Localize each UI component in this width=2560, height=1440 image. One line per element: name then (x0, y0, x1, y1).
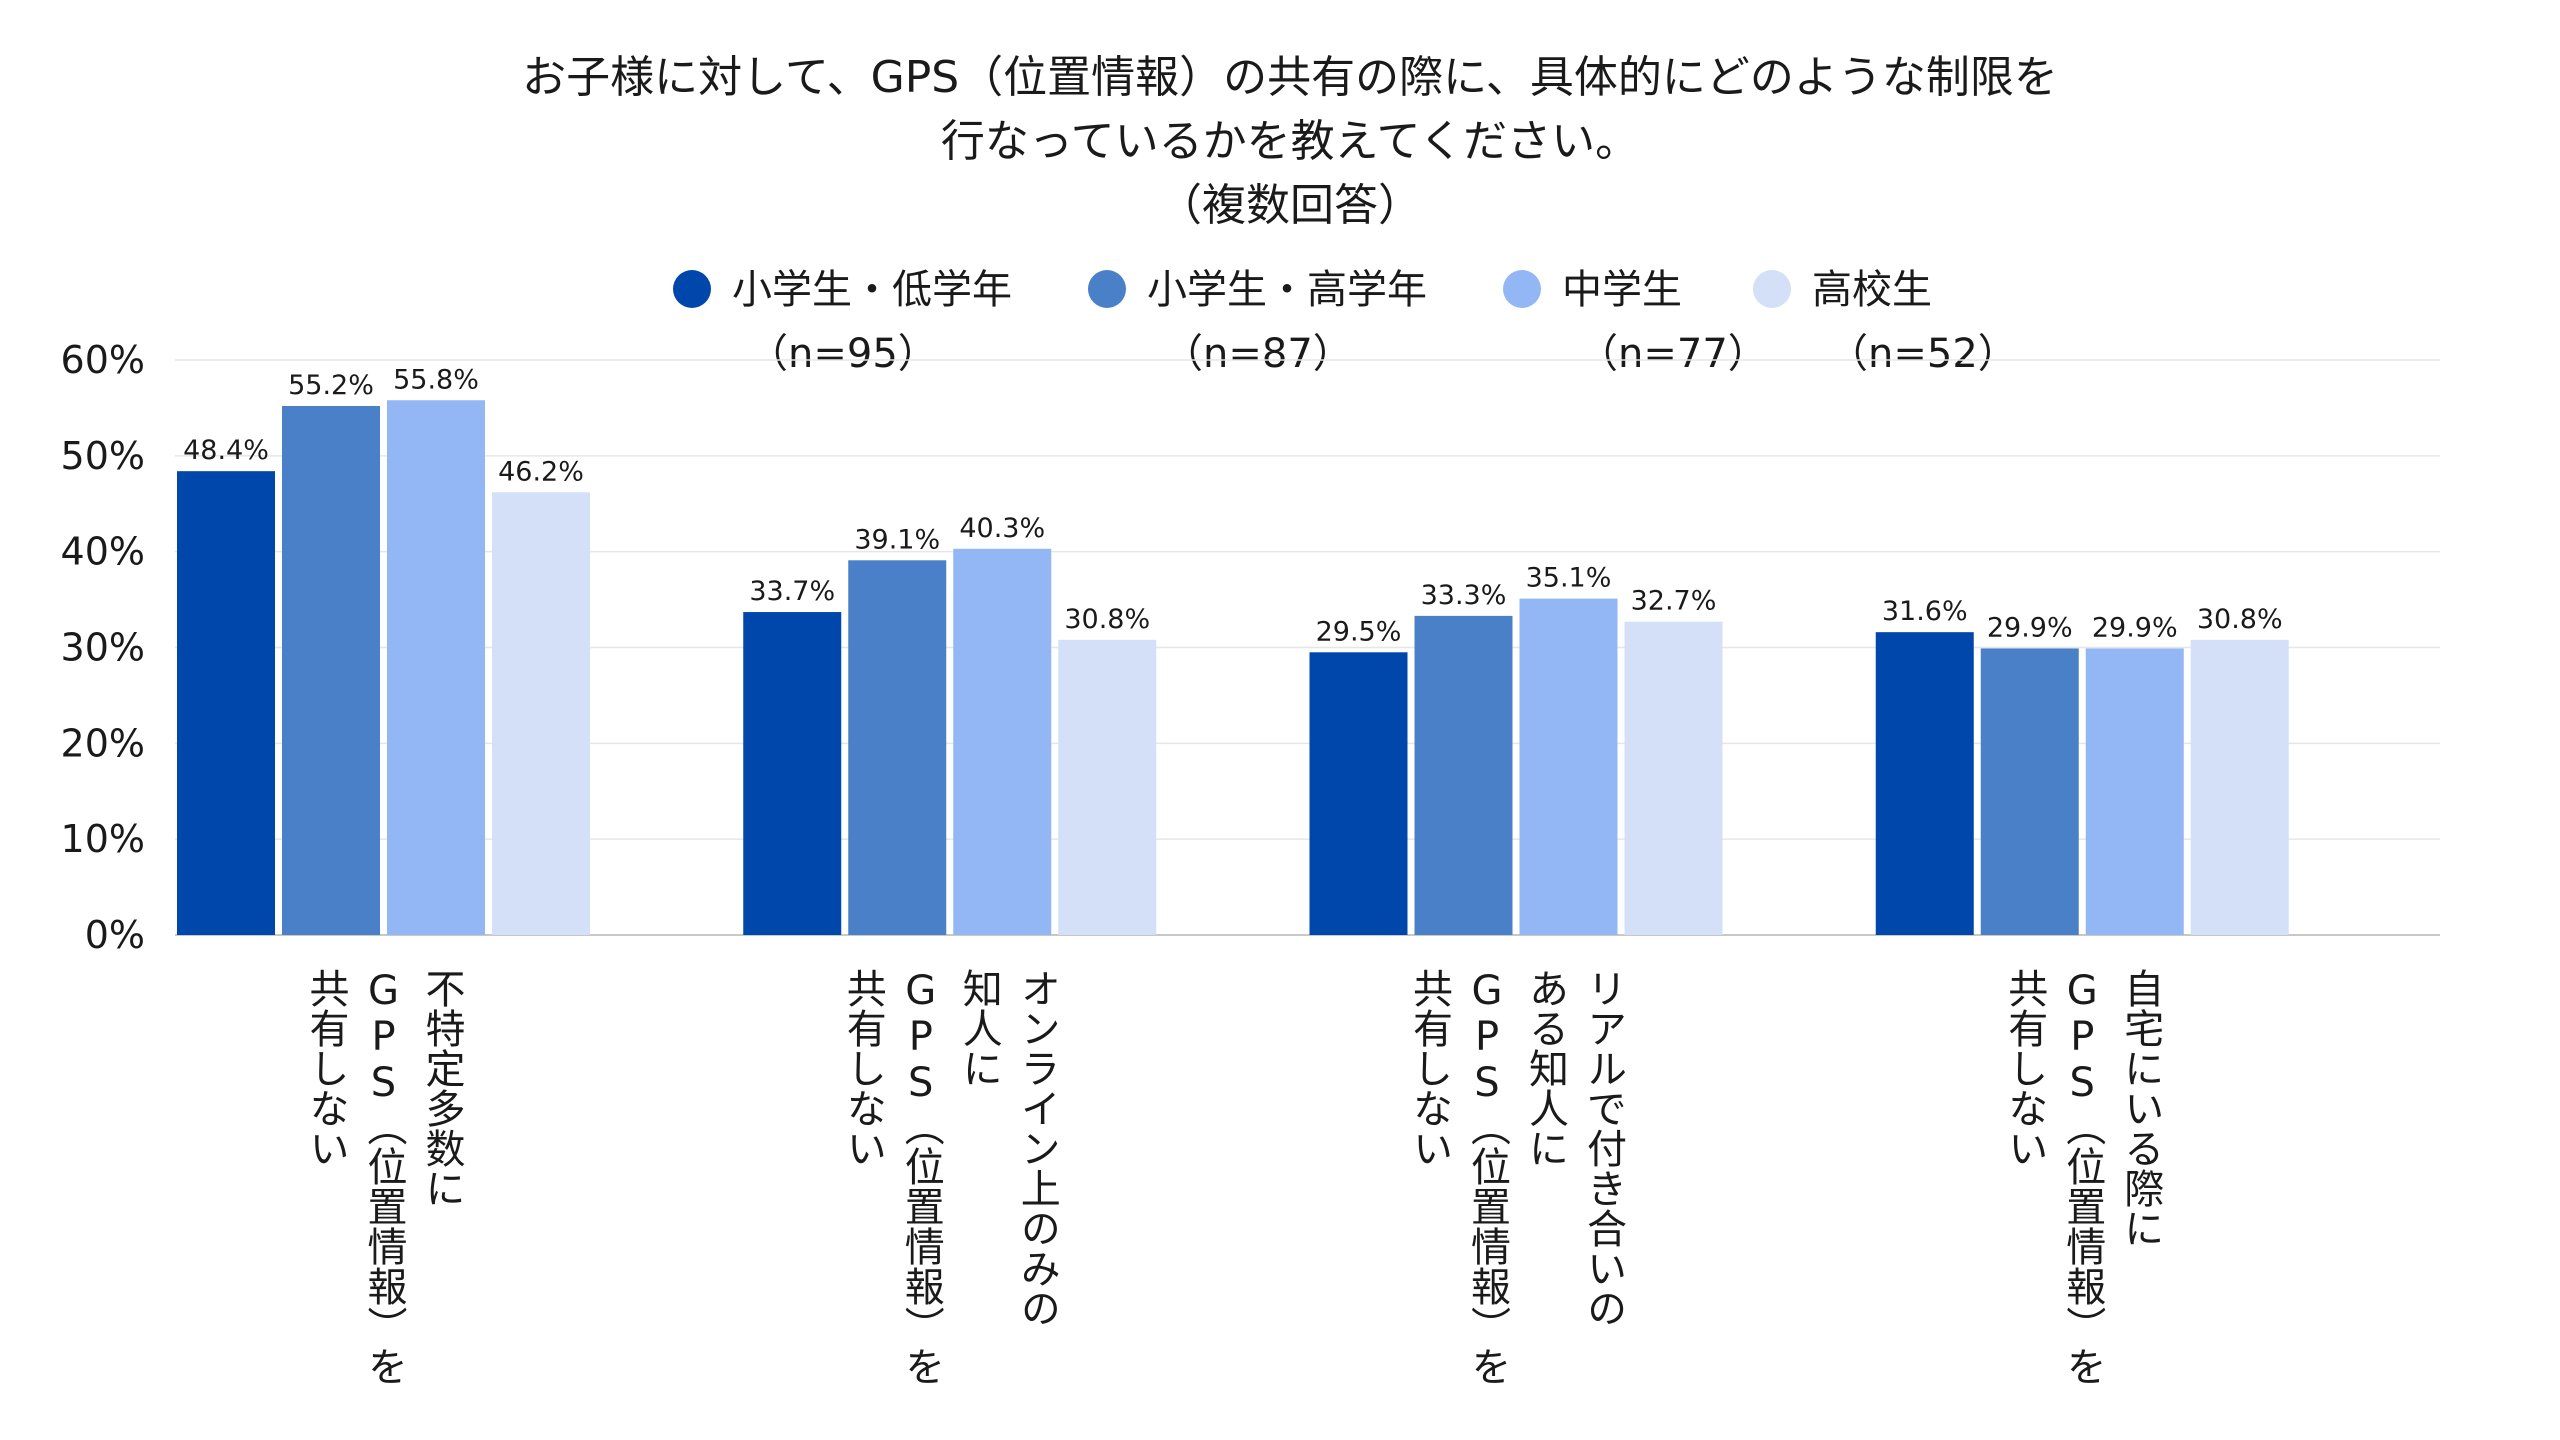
legend-sample-size: （n=87） (1163, 331, 1353, 377)
data-label: 39.1% (854, 524, 940, 555)
legend-marker (673, 270, 711, 308)
legend-sample-size: （n=77） (1578, 331, 1768, 377)
y-tick-label: 30% (61, 626, 145, 670)
category-label-line: 不特定多数に (419, 968, 465, 1208)
legend-marker (1753, 270, 1791, 308)
y-axis: 0% 10% 20% 30% 40% 50% 60% (61, 338, 145, 957)
bar (1980, 648, 2079, 935)
chart-title: お子様に対して、GPS（位置情報）の共有の際に、具体的にどのような制限を行なって… (522, 52, 2058, 231)
data-label: 40.3% (959, 513, 1045, 544)
bar (282, 406, 380, 935)
data-label: 55.2% (288, 370, 374, 401)
category-label-line: 共有しない (2001, 968, 2047, 1168)
category-label-line: リアルで付き合いの (1580, 968, 1626, 1328)
y-tick-label: 50% (61, 434, 145, 478)
legend-marker (1088, 270, 1126, 308)
data-label: 32.7% (1631, 586, 1717, 617)
legend-label: 中学生 (1562, 267, 1682, 313)
legend-sample-size: （n=95） (748, 331, 938, 377)
data-label: 55.8% (393, 364, 479, 395)
legend-sample-size: （n=52） (1828, 331, 2018, 377)
data-label: 33.3% (1421, 580, 1507, 611)
legend-label: 小学生・高学年 (1147, 267, 1427, 313)
data-label: 48.4% (183, 435, 269, 466)
bar (1309, 652, 1408, 935)
y-tick-label: 60% (61, 338, 145, 382)
bar (1875, 632, 1974, 935)
legend-item-1: 小学生・低学年 （n=95） (673, 267, 1012, 377)
category-label-line: ある知人に (1522, 968, 1568, 1168)
y-tick-label: 0% (85, 913, 145, 957)
data-label: 30.8% (2197, 604, 2283, 635)
y-tick-label: 20% (61, 721, 145, 765)
legend-item-2: 小学生・高学年 （n=87） (1088, 267, 1427, 377)
y-tick-label: 40% (61, 530, 145, 574)
bar (177, 471, 275, 935)
bar (1624, 621, 1723, 935)
data-label: 31.6% (1882, 596, 1968, 627)
data-label: 29.5% (1316, 616, 1402, 647)
bar (2190, 639, 2289, 935)
data-label: 35.1% (1526, 563, 1612, 594)
data-labels: 48.4% 55.2% 55.8% 46.2% 33.7% 39.1% 40.3% 30.8%… (183, 364, 2283, 647)
bar (1519, 598, 1618, 935)
bar (1058, 639, 1157, 935)
legend-marker (1503, 270, 1541, 308)
bar (2085, 648, 2184, 935)
bar (1414, 615, 1513, 935)
data-label: 30.8% (1064, 604, 1150, 635)
bars (177, 400, 2289, 935)
bar (492, 492, 590, 935)
data-label: 29.9% (1987, 612, 2073, 643)
title-line-2: 行なっているかを教えてください。 (941, 116, 1639, 167)
category-label-line: 知人に (956, 968, 1002, 1088)
category-label-line: オンライン上のみの (1014, 968, 1060, 1328)
legend-item-4: 高校生 （n=52） (1753, 267, 2018, 377)
category-label-line: GPS（位置情報）を (1464, 968, 1511, 1386)
y-tick-label: 10% (61, 817, 145, 861)
legend-label: 小学生・低学年 (732, 267, 1012, 313)
category-label-line: 共有しない (1406, 968, 1452, 1168)
category-label-line: GPS（位置情報）を (2059, 968, 2106, 1386)
bar (953, 548, 1052, 935)
category-label-line: 共有しない (840, 968, 886, 1168)
legend-label: 高校生 (1812, 267, 1932, 313)
category-label-line: GPS（位置情報）を (898, 968, 945, 1386)
title-line-3: （複数回答） (1158, 180, 1422, 231)
bar (387, 400, 485, 935)
data-label: 46.2% (498, 456, 584, 487)
legend-item-3: 中学生 （n=77） (1503, 267, 1768, 377)
legend: 小学生・低学年 （n=95） 小学生・高学年 （n=87） 中学生 （n=77） 高校生 （n… (673, 267, 2018, 377)
category-label-line: 共有しない (303, 968, 349, 1168)
data-label: 29.9% (2092, 612, 2178, 643)
category-label-line: GPS（位置情報）を (361, 968, 408, 1386)
bar (848, 560, 947, 935)
category-label-line: 自宅にいる際に (2117, 968, 2163, 1248)
bar (743, 612, 842, 935)
data-label: 33.7% (749, 576, 835, 607)
title-line-1: お子様に対して、GPS（位置情報）の共有の際に、具体的にどのような制限を (522, 52, 2058, 103)
